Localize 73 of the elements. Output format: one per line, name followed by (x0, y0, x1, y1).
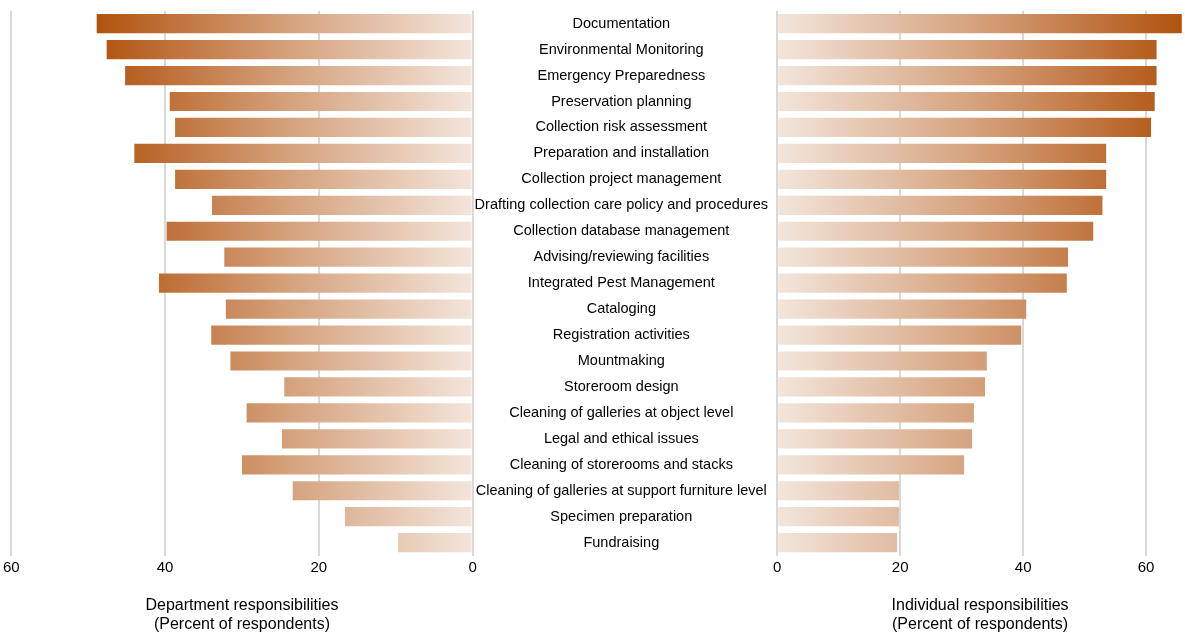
y-tick-label: Cataloging (586, 300, 656, 317)
bar (778, 117, 1152, 138)
bar (166, 221, 472, 241)
bar (241, 455, 472, 475)
bar (778, 299, 1027, 319)
y-tick-label: Emergency Preparedness (537, 66, 706, 83)
bar (158, 273, 472, 293)
y-tick-label: Environmental Monitoring (539, 40, 704, 57)
bar (345, 507, 472, 527)
bar (778, 65, 1157, 86)
x-tick-label: 60 (3, 557, 20, 575)
bar (230, 351, 472, 371)
y-tick-label: Mountmaking (577, 351, 665, 368)
bar (778, 351, 987, 371)
y-tick-label: Registration activities (552, 326, 690, 343)
bar (281, 429, 472, 449)
x-axis-title: Individual responsibilities (Percent of respondents) (891, 595, 1069, 632)
x-tick-label: 20 (310, 557, 328, 575)
bar (778, 169, 1107, 189)
bar (778, 221, 1094, 241)
y-tick-label: Legal and ethical issues (543, 429, 699, 446)
bar (224, 247, 472, 267)
x-axis-title: Department responsibilities (Percent of respondents) (145, 595, 339, 632)
bar (778, 377, 986, 397)
bar (778, 325, 1022, 345)
y-tick-label: Preparation and installation (533, 144, 710, 161)
y-tick-label: Collection project management (521, 170, 722, 187)
bar (398, 533, 472, 553)
bar (175, 169, 472, 189)
bar (778, 143, 1107, 164)
bar (778, 195, 1103, 215)
bar (778, 40, 1157, 60)
y-tick-label: Cleaning of galleries at support furniture level (475, 481, 767, 498)
y-tick-label: Integrated Pest Management (527, 274, 715, 291)
x-tick-label: 20 (891, 557, 909, 575)
bar (246, 403, 472, 423)
bar (778, 14, 1182, 34)
y-tick-label: Collection database management (513, 222, 730, 239)
x-tick-label: 0 (773, 557, 782, 575)
bar (778, 429, 973, 449)
bar (778, 403, 974, 423)
bar (225, 299, 472, 319)
y-tick-label: Preservation planning (551, 92, 692, 109)
x-tick-label: 40 (156, 557, 174, 575)
bar (778, 455, 965, 475)
y-tick-label: Fundraising (583, 533, 660, 550)
bar (778, 481, 899, 501)
bar (175, 117, 472, 138)
x-tick-label: 60 (1137, 557, 1155, 575)
y-tick-label: Advising/reviewing facilities (533, 248, 710, 265)
bar (169, 91, 472, 112)
y-tick-label: Documentation (572, 14, 671, 31)
bar (778, 273, 1067, 293)
y-tick-label: Collection risk assessment (535, 118, 708, 135)
x-tick-label: 40 (1014, 557, 1032, 575)
bar (284, 377, 472, 397)
bar (778, 247, 1069, 267)
bar (106, 40, 472, 60)
bar (778, 507, 899, 527)
y-tick-label: Storeroom design (564, 377, 679, 394)
bar (134, 143, 472, 164)
y-tick-label: Drafting collection care policy and procedures (474, 196, 769, 213)
bar (125, 65, 472, 86)
bar (292, 481, 472, 501)
bar (778, 91, 1155, 112)
bar (212, 195, 472, 215)
bar (96, 14, 472, 34)
y-tick-label: Cleaning of storerooms and stacks (509, 455, 733, 472)
x-tick-label: 0 (468, 557, 477, 575)
y-tick-label: Cleaning of galleries at object level (509, 403, 734, 420)
bar (778, 533, 898, 553)
bar (211, 325, 472, 345)
y-tick-label: Specimen preparation (550, 507, 693, 524)
